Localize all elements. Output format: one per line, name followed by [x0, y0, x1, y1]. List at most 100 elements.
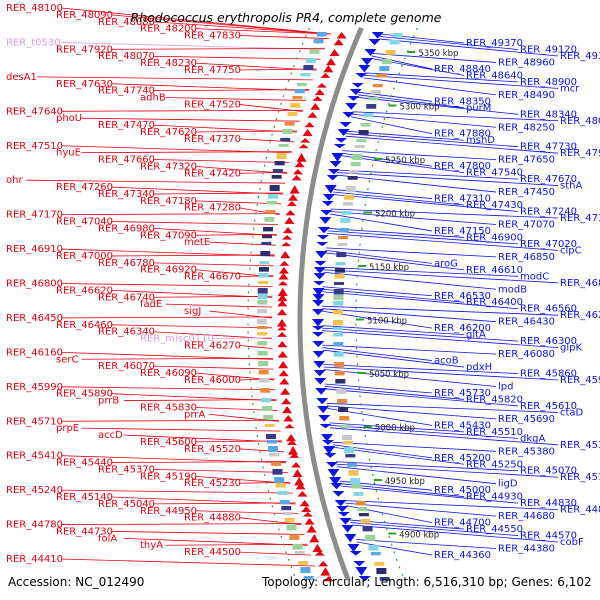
gene-label: RER_47040: [56, 217, 113, 228]
cog-block: [348, 170, 359, 174]
forward-gene-arrow: [333, 39, 344, 46]
cog-block: [258, 361, 269, 367]
cog-block: [342, 202, 353, 206]
gene-label: RER_45040: [98, 499, 155, 510]
cog-block: [340, 425, 351, 428]
leader-line: [333, 191, 465, 206]
gene-label: RER_47880: [434, 129, 491, 140]
forward-gene-arrow: [284, 424, 295, 429]
gene-label: RER_48340: [520, 109, 577, 120]
leader-line: [153, 159, 290, 163]
cog-block: [334, 362, 345, 368]
cog-block: [335, 262, 346, 266]
gene-label: RER_47090: [140, 230, 197, 241]
reverse-gene-arrow: [341, 525, 354, 533]
reverse-gene-arrow: [335, 138, 348, 143]
leader-line: [322, 286, 433, 297]
forward-gene-arrow: [279, 261, 290, 266]
leader-line: [329, 422, 465, 433]
reverse-gene-arrow: [314, 378, 327, 385]
forward-gene-arrow: [277, 319, 288, 327]
leader-line: [325, 252, 465, 271]
reverse-gene-arrow: [345, 103, 358, 110]
cog-block: [333, 352, 344, 357]
cog-block: [272, 469, 283, 475]
gene-label: RER_45440: [56, 458, 113, 469]
cog-block: [363, 113, 374, 118]
leader-line: [357, 96, 519, 115]
leader-line: [195, 130, 298, 133]
leader-line: [195, 510, 299, 515]
gene-label: modC: [520, 271, 549, 282]
cog-block: [284, 518, 295, 523]
cog-block: [345, 454, 356, 458]
gene-label: RER_47240: [520, 207, 577, 218]
gene-label: prpE: [56, 423, 79, 434]
cog-block: [355, 501, 366, 506]
leader-line: [336, 463, 559, 478]
gene-label: RER_46670: [184, 272, 241, 283]
forward-gene-arrow: [277, 332, 288, 337]
gene-label: RER_47320: [140, 161, 197, 172]
cog-block: [341, 211, 352, 215]
cog-block: [313, 39, 324, 44]
reverse-gene-arrow: [339, 518, 352, 525]
reverse-gene-arrow: [334, 500, 347, 507]
forward-gene-arrow: [286, 201, 297, 207]
cog-block: [389, 40, 400, 45]
reverse-gene-arrow: [319, 424, 332, 429]
cog-block: [257, 288, 268, 294]
leader-line: [332, 194, 519, 212]
reverse-gene-arrow: [327, 169, 340, 175]
cog-block: [305, 58, 316, 64]
leader-line: [111, 254, 275, 257]
leader-line: [153, 21, 331, 35]
cog-block: [337, 399, 348, 404]
forward-gene-arrow: [314, 551, 325, 556]
leader-line: [322, 308, 497, 323]
cog-block: [275, 483, 286, 488]
gene-label: mcr: [560, 83, 580, 94]
cog-block: [282, 512, 293, 516]
cog-block: [334, 268, 345, 273]
genome-backbone: [297, 27, 364, 581]
gene-label: RER_46200: [434, 323, 491, 334]
gene-label: RER_45430: [434, 420, 491, 431]
leader-line: [323, 364, 519, 374]
reverse-gene-arrow: [312, 332, 325, 337]
leader-line: [337, 172, 559, 186]
cog-block: [303, 576, 314, 580]
forward-gene-arrow: [291, 175, 302, 181]
cog-block: [333, 333, 344, 337]
cog-block: [292, 544, 303, 550]
forward-gene-arrow: [282, 406, 293, 414]
cog-block: [300, 567, 311, 574]
gene-label: RER_46980: [98, 223, 155, 234]
cog-block: [287, 112, 298, 117]
cog-block: [303, 65, 314, 71]
forward-gene-arrow: [284, 217, 295, 224]
forward-gene-arrow: [302, 512, 313, 517]
cog-block: [333, 327, 344, 331]
forward-gene-arrow: [279, 378, 290, 385]
gene-label: RER_45990: [6, 382, 63, 393]
cog-block: [381, 59, 392, 65]
cog-block: [258, 273, 269, 278]
cog-block: [261, 398, 272, 403]
forward-gene-arrow: [278, 267, 289, 274]
cog-block: [262, 227, 273, 232]
reverse-gene-arrow: [331, 153, 344, 162]
cog-block: [260, 388, 271, 393]
leader-line: [25, 179, 286, 184]
forward-gene-arrow: [281, 242, 292, 247]
gene-label: RER_45820: [466, 394, 523, 405]
leader-line: [61, 316, 273, 319]
cog-block: [350, 162, 361, 167]
forward-gene-arrow: [281, 398, 292, 405]
guide-track: [355, 27, 418, 581]
cog-block: [271, 175, 282, 179]
cog-block: [343, 441, 353, 445]
gene-label: RER_44550: [466, 524, 523, 535]
gene-label: RER_47740: [98, 86, 155, 97]
forward-gene-arrow: [283, 415, 294, 422]
